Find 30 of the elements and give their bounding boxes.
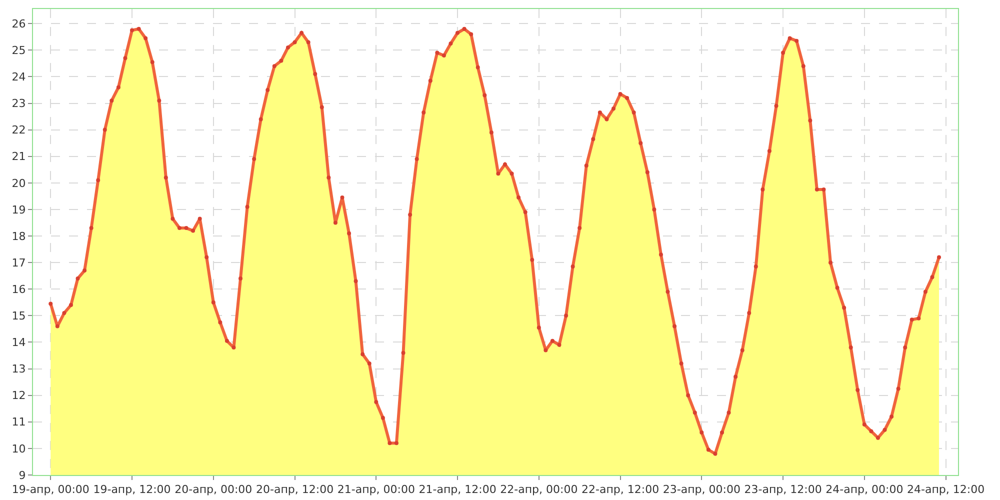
y-tick-label: 9 [18, 468, 26, 482]
x-tick-label: 21-апр, 12:00 [418, 483, 496, 496]
x-tick-label: 20-апр, 12:00 [256, 483, 334, 496]
x-tick-label: 24-апр, 12:00 [907, 483, 985, 496]
y-tick-label: 16 [12, 282, 26, 296]
y-tick-label: 12 [12, 389, 26, 402]
x-tick-label: 24-апр, 00:00 [826, 483, 904, 496]
y-tick-label: 13 [12, 362, 26, 376]
y-tick-label: 17 [12, 256, 26, 270]
x-tick-label: 20-апр, 00:00 [174, 483, 252, 496]
x-tick-label: 19-апр, 12:00 [93, 483, 171, 496]
y-tick-label: 15 [12, 310, 26, 323]
y-tick-label: 20 [12, 176, 26, 190]
y-tick-label: 11 [12, 416, 26, 429]
y-tick-label: 23 [12, 97, 26, 110]
x-tick-label: 19-апр, 00:00 [12, 483, 90, 496]
y-tick-label: 10 [12, 442, 26, 456]
y-tick-label: 26 [12, 17, 26, 30]
y-tick-label: 25 [12, 44, 26, 58]
x-tick-label: 21-апр, 00:00 [337, 483, 415, 496]
x-tick-label: 23-апр, 12:00 [744, 483, 822, 496]
x-tick-label: 23-апр, 00:00 [662, 483, 740, 496]
y-tick-label: 22 [12, 124, 26, 137]
y-tick-label: 18 [12, 230, 26, 243]
x-tick-label: 22-апр, 12:00 [581, 483, 660, 496]
y-tick-label: 21 [12, 150, 26, 164]
y-tick-label: 24 [12, 70, 26, 84]
x-tick-label: 22-апр, 00:00 [500, 483, 578, 496]
y-tick-label: 14 [12, 336, 26, 350]
y-tick-label: 19 [12, 203, 26, 216]
